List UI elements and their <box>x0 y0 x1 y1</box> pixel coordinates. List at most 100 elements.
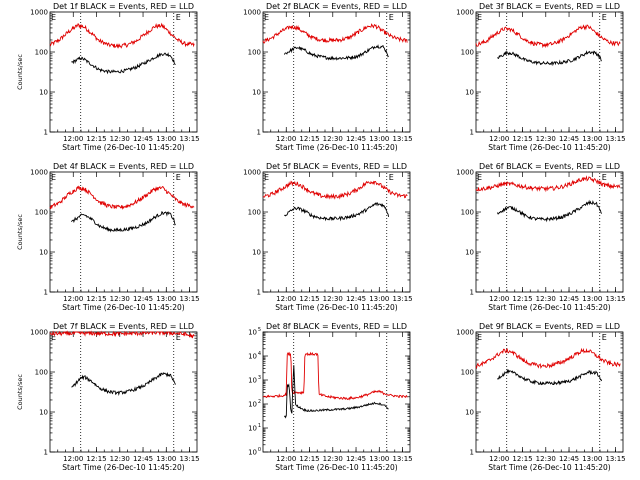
x-tick-label: 12:30 <box>323 295 343 303</box>
series-lld-line <box>49 22 195 49</box>
panel-flag: E <box>51 173 56 182</box>
x-tick-label: 12:15 <box>299 135 319 143</box>
panel-title: Det 6f BLACK = Events, RED = LLD <box>479 162 620 171</box>
plot-frame <box>262 171 411 293</box>
x-tick-label: 13:15 <box>179 295 199 303</box>
x-tick-label: 13:15 <box>605 135 625 143</box>
series-lld-line <box>475 347 621 370</box>
x-tick-label: 12:15 <box>512 295 532 303</box>
panel-title: Det 1f BLACK = Events, RED = LLD <box>53 2 194 11</box>
y-tick-label: 10 <box>248 449 257 457</box>
y-tick-label: 10 <box>248 425 257 433</box>
x-axis-label: Start Time (26-Dec-10 11:45:20) <box>62 463 184 472</box>
panel-flag: E <box>176 13 181 22</box>
x-tick-label: 12:00 <box>63 295 83 303</box>
x-tick-label: 12:00 <box>63 135 83 143</box>
x-tick-label: 13:00 <box>156 295 176 303</box>
x-axis-label: Start Time (26-Dec-10 11:45:20) <box>488 463 610 472</box>
x-tick-label: 12:00 <box>276 295 296 303</box>
y-tick-label: 100 <box>461 369 474 377</box>
panel-flag: E <box>51 13 56 22</box>
x-tick-label: 12:30 <box>323 135 343 143</box>
series-events-line <box>284 365 389 419</box>
panel-title: Det 8f BLACK = Events, RED = LLD <box>266 322 407 331</box>
y-tick-label: 1000 <box>456 9 474 17</box>
y-tick-label: 10 <box>39 249 48 257</box>
y-tick-label: 100 <box>35 49 48 57</box>
panel-flag: E <box>477 173 482 182</box>
x-tick-label: 12:30 <box>110 455 130 463</box>
y-tick-label: 100 <box>35 369 48 377</box>
x-tick-label: 12:45 <box>346 455 366 463</box>
plot-frame <box>49 171 198 293</box>
x-tick-label: 12:30 <box>536 455 556 463</box>
series-events-line <box>496 199 602 223</box>
x-tick-label: 13:15 <box>392 295 412 303</box>
x-tick-label: 12:30 <box>110 295 130 303</box>
x-axis-label: Start Time (26-Dec-10 11:45:20) <box>275 143 397 152</box>
x-tick-label: 13:15 <box>392 455 412 463</box>
plot-frame <box>49 11 198 133</box>
x-tick-label: 13:15 <box>179 135 199 143</box>
y-tick-exponent: 5 <box>258 327 261 333</box>
y-tick-label: 1000 <box>456 169 474 177</box>
panel-title: Det 4f BLACK = Events, RED = LLD <box>53 162 194 171</box>
series-events-line <box>71 52 176 75</box>
plot-frame <box>262 331 411 453</box>
panel-title: Det 9f BLACK = Events, RED = LLD <box>479 322 620 331</box>
x-tick-label: 12:15 <box>512 135 532 143</box>
panel-flag: E <box>602 13 607 22</box>
x-tick-label: 12:45 <box>133 135 153 143</box>
panel-title: Det 3f BLACK = Events, RED = LLD <box>479 2 620 11</box>
plot-frame <box>475 171 624 293</box>
panel-flag: E <box>477 333 482 342</box>
y-tick-label: 1 <box>257 289 261 297</box>
x-tick-label: 13:00 <box>369 295 389 303</box>
x-axis-label: Start Time (26-Dec-10 11:45:20) <box>275 303 397 312</box>
x-tick-label: 12:00 <box>489 295 509 303</box>
y-tick-label: 1000 <box>30 169 48 177</box>
panel-flag: E <box>51 333 56 342</box>
y-tick-label: 1 <box>44 449 48 457</box>
panel-det-6: Det 6f BLACK = Events, RED = LLD 1 10 100 10… <box>456 162 625 312</box>
y-tick-exponent: 1 <box>258 423 261 429</box>
y-tick-label: 1 <box>470 129 474 137</box>
y-tick-exponent: 3 <box>258 375 261 381</box>
x-axis-label: Start Time (26-Dec-10 11:45:20) <box>275 463 397 472</box>
panel-title: Det 2f BLACK = Events, RED = LLD <box>266 2 407 11</box>
panel-flag: E <box>602 333 607 342</box>
series-events-line <box>284 202 390 222</box>
x-tick-label: 13:15 <box>605 295 625 303</box>
panel-det-2: Det 2f BLACK = Events, RED = LLD 1 10 100 10… <box>243 2 412 152</box>
x-axis-label: Start Time (26-Dec-10 11:45:20) <box>488 143 610 152</box>
x-tick-label: 12:45 <box>133 295 153 303</box>
x-tick-label: 12:30 <box>110 135 130 143</box>
x-tick-label: 12:45 <box>559 135 579 143</box>
x-tick-label: 13:00 <box>156 135 176 143</box>
x-tick-label: 12:45 <box>346 295 366 303</box>
y-tick-label: 1000 <box>243 9 261 17</box>
y-tick-label: 1 <box>470 449 474 457</box>
x-tick-label: 12:30 <box>536 135 556 143</box>
series-lld-line <box>475 175 621 193</box>
x-tick-label: 13:00 <box>369 135 389 143</box>
x-tick-label: 12:30 <box>536 295 556 303</box>
x-tick-label: 12:00 <box>489 135 509 143</box>
series-events-line <box>497 368 603 386</box>
plot-frame <box>49 331 198 453</box>
x-tick-label: 12:15 <box>299 455 319 463</box>
y-tick-label: 10 <box>465 89 474 97</box>
y-tick-label: 1000 <box>456 329 474 337</box>
x-axis-label: Start Time (26-Dec-10 11:45:20) <box>62 143 184 152</box>
x-axis-label: Start Time (26-Dec-10 11:45:20) <box>488 303 610 312</box>
plot-frame <box>475 331 624 453</box>
y-tick-label: 10 <box>248 401 257 409</box>
panel-flag: E <box>477 13 482 22</box>
x-tick-label: 12:45 <box>133 455 153 463</box>
x-tick-label: 12:00 <box>276 455 296 463</box>
panel-flag: E <box>176 333 181 342</box>
y-tick-label: 1 <box>44 129 48 137</box>
y-tick-label: 10 <box>39 409 48 417</box>
panel-det-9: Det 9f BLACK = Events, RED = LLD 1 10 100 10… <box>456 322 625 472</box>
